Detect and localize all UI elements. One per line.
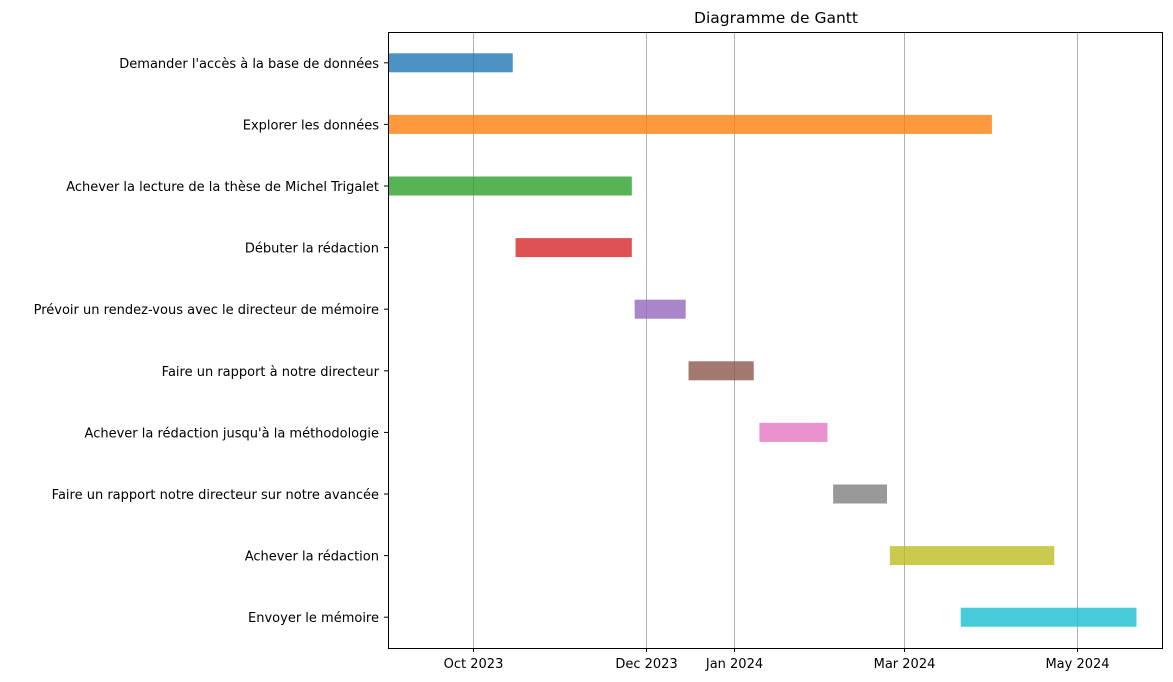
task-bar [388,53,513,73]
x-tick-label: Dec 2023 [615,657,677,672]
x-tick-label: Jan 2024 [705,657,763,672]
x-tick-label: Mar 2024 [874,657,936,672]
task-bar [688,361,754,381]
task-bar [388,176,632,196]
task-bar [759,422,828,442]
task-bar [833,484,887,504]
x-tick-label: Oct 2023 [444,657,504,672]
grid-layer [473,32,1078,648]
task-label: Faire un rapport notre directeur sur not… [52,488,379,503]
task-bar [515,238,632,258]
task-bar [960,607,1137,627]
task-label: Achever la rédaction jusqu'à la méthodol… [85,426,379,441]
plot-frame [388,32,1163,649]
task-label: Explorer les données [243,118,379,133]
bar-layer [388,53,1137,627]
task-bar [388,114,992,134]
task-bar [889,546,1055,566]
y-axis: Demander l'accès à la base de données Exp… [34,57,388,626]
x-tick-label: May 2024 [1045,657,1109,672]
task-bar [634,299,686,319]
task-label: Prévoir un rendez-vous avec le directeur… [34,303,379,318]
x-axis: Oct 2023 Dec 2023 Jan 2024 Mar 2024 May 2024 [444,648,1110,672]
task-label: Demander l'accès à la base de données [119,57,379,72]
task-label: Envoyer le mémoire [248,611,379,626]
task-label: Faire un rapport à notre directeur [162,365,380,380]
task-label: Débuter la rédaction [245,242,379,257]
task-label: Achever la rédaction [245,550,379,565]
chart-title: Diagramme de Gantt [694,9,858,27]
task-label: Achever la lecture de la thèse de Michel… [66,180,379,195]
